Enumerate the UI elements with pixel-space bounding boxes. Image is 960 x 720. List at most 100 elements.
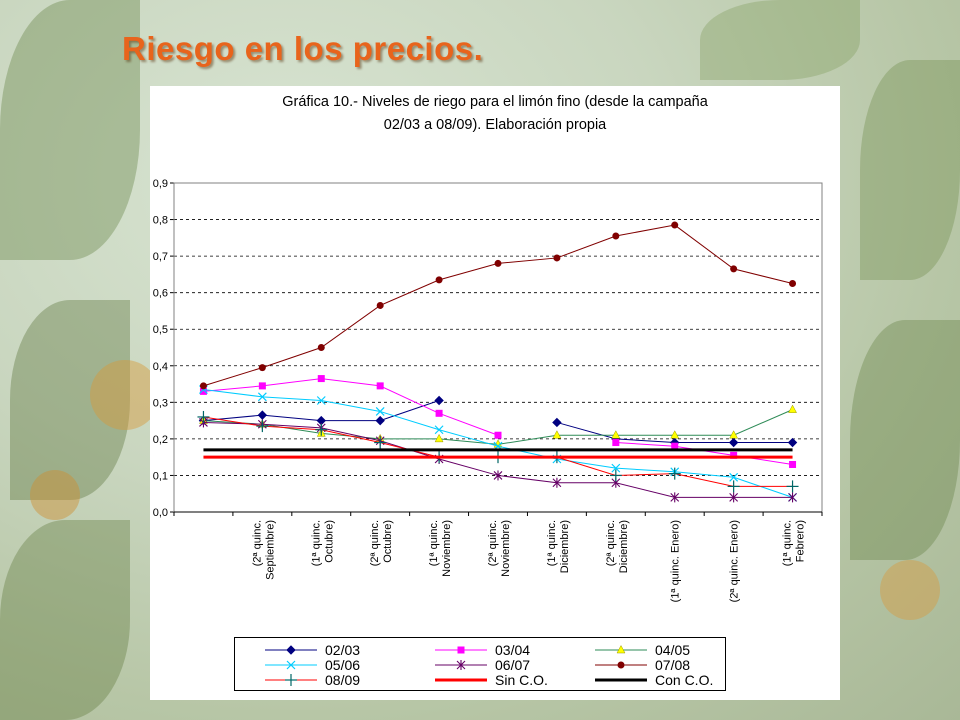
data-point (552, 430, 562, 439)
data-point (493, 470, 503, 481)
data-point (286, 660, 296, 670)
y-tick-label: 0,6 (153, 288, 168, 300)
legend-swatch (595, 661, 647, 669)
data-point (197, 410, 210, 423)
series-line (615, 442, 793, 465)
data-point (670, 430, 680, 439)
data-point (552, 477, 562, 488)
data-point (375, 407, 385, 416)
data-point (199, 382, 207, 390)
data-point (787, 437, 798, 448)
series-line (203, 378, 499, 436)
chart-title-line1: Gráfica 10.- Niveles de riego para el li… (282, 94, 708, 110)
data-point (612, 232, 620, 240)
legend-label: 06/07 (495, 657, 531, 673)
data-point (612, 439, 620, 447)
data-point (729, 430, 739, 439)
data-point (258, 382, 266, 390)
data-point (374, 436, 387, 449)
data-point (730, 265, 738, 273)
y-tick-label: 0,8 (153, 215, 168, 227)
x-tick-label: (1ª quinc. Enero) (670, 520, 682, 602)
data-point (729, 492, 739, 503)
data-point (199, 387, 207, 395)
data-point (670, 492, 680, 503)
x-tick-label: (1ª quinc.Octubre) (310, 520, 335, 566)
legend-swatch (265, 674, 317, 686)
legend-swatch (435, 660, 487, 670)
data-point (616, 644, 626, 654)
legend-swatch (435, 678, 487, 682)
data-point (611, 430, 621, 439)
data-point (671, 442, 679, 450)
data-point (553, 254, 561, 262)
data-point (317, 344, 325, 351)
chart-panel: Gráfica 10.- Niveles de riego para el li… (150, 86, 840, 700)
y-tick-label: 0,1 (153, 470, 168, 482)
legend-label: 02/03 (325, 642, 361, 658)
x-tick-label: (2ª quinc.Noviembre) (487, 520, 512, 577)
line-chart: Gráfica 10.- Niveles de riego para el li… (153, 94, 823, 602)
legend-swatch (265, 645, 317, 655)
data-point (611, 463, 621, 473)
data-point (727, 480, 740, 493)
data-point (434, 395, 444, 406)
legend-label: 04/05 (655, 642, 691, 658)
data-point (376, 301, 384, 309)
data-point (376, 382, 384, 390)
data-point (788, 492, 797, 503)
slide-title: Riesgo en los precios. (122, 30, 484, 67)
data-point (375, 415, 385, 426)
data-point (494, 259, 502, 267)
data-point (435, 276, 443, 284)
data-point (285, 674, 297, 686)
data-point (316, 396, 326, 405)
data-point (789, 280, 797, 288)
y-tick-label: 0,3 (153, 397, 168, 409)
data-point (786, 480, 799, 493)
y-tick-label: 0,0 (153, 507, 168, 519)
data-point (617, 661, 625, 669)
legend-label: Sin C.O. (495, 672, 548, 688)
legend-swatch (435, 646, 487, 654)
series-line (203, 224, 793, 387)
data-point (494, 431, 502, 439)
legend-label: Con C.O. (655, 672, 714, 688)
data-point (434, 425, 444, 435)
x-tick-label: (2ª quinc.Octubre) (369, 520, 394, 566)
legend-label: 07/08 (655, 657, 691, 673)
chart-title-line2: 02/03 a 08/09). Elaboración propia (384, 117, 607, 133)
data-point (788, 404, 797, 413)
series-07-08 (199, 221, 797, 390)
legend-swatch (595, 644, 647, 654)
data-point (317, 375, 325, 383)
y-tick-label: 0,2 (153, 434, 168, 446)
y-tick-label: 0,9 (153, 178, 168, 190)
data-point (552, 417, 562, 428)
x-tick-label: (1ª quinc.Noviembre) (428, 520, 453, 577)
data-point (315, 423, 328, 436)
y-tick-label: 0,7 (153, 251, 168, 263)
data-point (286, 645, 296, 655)
data-point (789, 460, 797, 468)
chart-legend: 02/03 03/04 04/05 05/06 06/07 07/08 08/09 Sin C… (234, 637, 726, 691)
data-point (435, 409, 443, 417)
legend-label: 05/06 (325, 657, 361, 673)
legend-label: 03/04 (495, 642, 531, 658)
x-tick-label: (2ª quinc.Diciembre) (605, 520, 630, 573)
data-point (609, 469, 622, 482)
data-point (457, 646, 465, 654)
data-point (729, 472, 739, 482)
data-point (258, 364, 266, 372)
y-tick-label: 0,4 (153, 361, 168, 373)
data-point (256, 420, 269, 433)
legend-swatch (265, 660, 317, 670)
y-tick-label: 0,5 (153, 324, 168, 336)
data-point (434, 433, 444, 443)
data-point (257, 410, 268, 420)
x-tick-label: (2ª quinc.Septiembre) (251, 520, 276, 580)
legend-label: 08/09 (325, 672, 361, 688)
x-tick-label: (2ª quinc. Enero) (729, 520, 741, 602)
data-point (730, 451, 738, 459)
x-tick-label: (1ª quinc.Febrero) (782, 520, 807, 566)
